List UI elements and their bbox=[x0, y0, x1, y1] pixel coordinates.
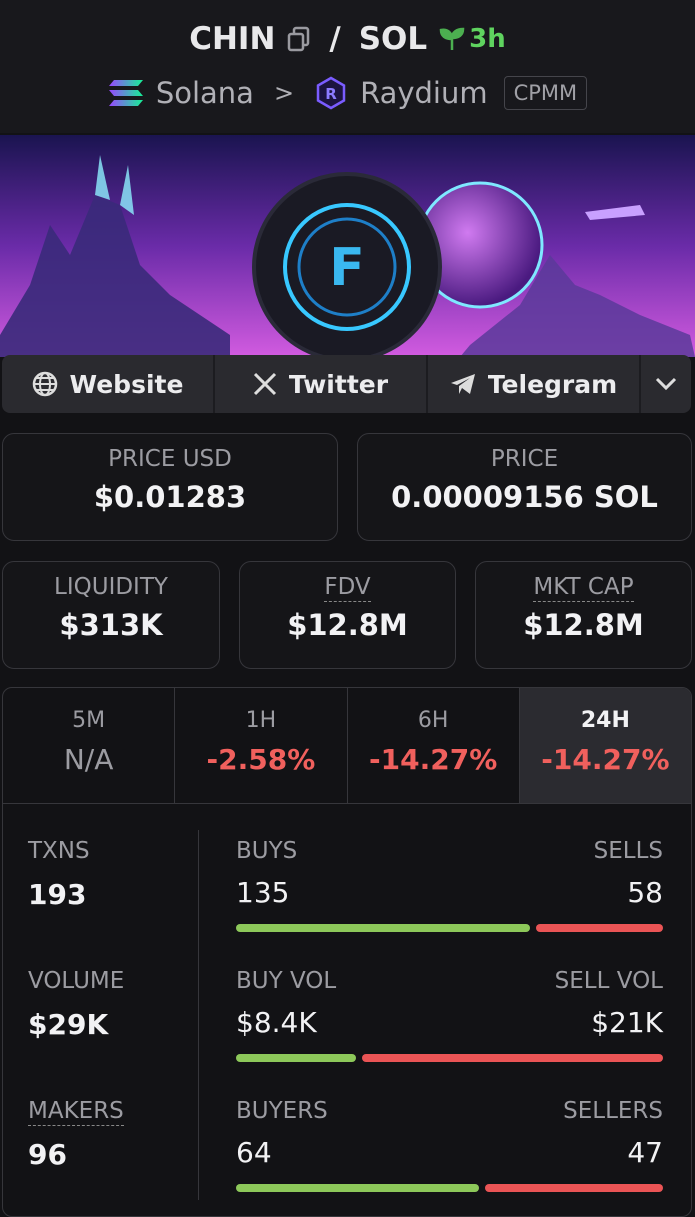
stat-label: TXNS bbox=[28, 838, 90, 864]
sell-bar bbox=[362, 1054, 663, 1062]
stats-divider bbox=[198, 830, 199, 1200]
sell-value: 47 bbox=[627, 1136, 663, 1169]
chevron-down bbox=[655, 377, 677, 391]
timeframe-tabs: 5M N/A 1H -2.58% 6H -14.27% 24H -14.27% bbox=[3, 688, 691, 804]
buy-value: $8.4K bbox=[236, 1006, 317, 1039]
age: 3h bbox=[439, 24, 506, 54]
price-box: PRICE 0.00009156 SOL bbox=[357, 433, 692, 541]
timeframe-change: -2.58% bbox=[206, 743, 316, 776]
buy-bar bbox=[236, 1184, 479, 1192]
buy-value: 64 bbox=[236, 1136, 272, 1169]
sprout-icon bbox=[439, 27, 465, 50]
buy-label: BUYERS bbox=[236, 1098, 328, 1124]
buy-label: BUY VOL bbox=[236, 968, 337, 994]
separator: / bbox=[329, 21, 341, 57]
timeframe-tab[interactable]: 24H -14.27% bbox=[519, 688, 691, 803]
pair-subtitle: Solana > R Raydium CPMM bbox=[0, 70, 695, 116]
sell-value: 58 bbox=[627, 876, 663, 909]
globe-icon bbox=[32, 371, 57, 397]
liquidity-box: LIQUIDITY $313K bbox=[2, 561, 220, 669]
pool-type-badge: CPMM bbox=[503, 76, 588, 110]
stat-total: $29K bbox=[28, 1008, 109, 1041]
mkt-cap-value: $12.8M bbox=[523, 608, 644, 642]
raydium-icon: R bbox=[316, 76, 346, 110]
price-value: 0.00009156 SOL bbox=[391, 480, 658, 514]
timeframe-label: 6H bbox=[417, 708, 449, 733]
mkt-cap-box: MKT CAP $12.8M bbox=[475, 561, 692, 669]
solana-icon bbox=[108, 80, 143, 106]
website-label: Website bbox=[69, 369, 184, 399]
fdv-value: $12.8M bbox=[287, 608, 408, 642]
stat-label-text: MAKERS bbox=[28, 1098, 124, 1126]
chevron: > bbox=[273, 79, 295, 107]
website-button[interactable]: Website bbox=[2, 355, 215, 413]
dex[interactable]: Raydium bbox=[360, 76, 488, 110]
sell-bar bbox=[484, 1184, 663, 1192]
base-token: CHIN bbox=[189, 21, 276, 57]
twitter-button[interactable]: Twitter bbox=[215, 355, 428, 413]
stat-label: MAKERS bbox=[28, 1098, 124, 1126]
fdv-label: FDV bbox=[324, 574, 371, 602]
liquidity-label: LIQUIDITY bbox=[54, 574, 168, 600]
stats-panel: 5M N/A 1H -2.58% 6H -14.27% 24H -14.27% bbox=[2, 687, 692, 1217]
sell-label: SELLS bbox=[593, 838, 663, 864]
price-usd-label: PRICE USD bbox=[108, 446, 232, 472]
timeframe-change: -14.27% bbox=[541, 743, 670, 776]
stat-label-text: TXNS bbox=[28, 838, 90, 864]
banner: F bbox=[0, 135, 695, 357]
copy-icon[interactable] bbox=[287, 26, 311, 52]
fdv-box: FDV $12.8M bbox=[239, 561, 456, 669]
buy-bar bbox=[236, 1054, 357, 1062]
quote-token: SOL bbox=[358, 21, 428, 57]
timeframe-tab[interactable]: 5M N/A bbox=[3, 688, 176, 803]
price-label: PRICE bbox=[490, 446, 559, 472]
stat-total: 96 bbox=[28, 1138, 67, 1171]
header bbox=[0, 0, 695, 133]
buy-bar bbox=[236, 924, 531, 932]
age-text: 3h bbox=[469, 24, 506, 54]
sell-label: SELLERS bbox=[563, 1098, 663, 1124]
svg-text:R: R bbox=[325, 85, 337, 103]
timeframe-tab[interactable]: 6H -14.27% bbox=[348, 688, 520, 803]
buy-value: 135 bbox=[236, 876, 290, 909]
mkt-cap-label: MKT CAP bbox=[533, 574, 634, 602]
x-icon bbox=[253, 372, 276, 396]
chain[interactable]: Solana bbox=[155, 76, 254, 110]
liquidity-value: $313K bbox=[59, 608, 163, 642]
telegram-label: Telegram bbox=[487, 369, 618, 399]
price-usd-box: PRICE USD $0.01283 bbox=[2, 433, 338, 541]
social-links: Website Twitter Telegram bbox=[2, 355, 691, 413]
svg-text:F: F bbox=[329, 238, 365, 298]
sell-value: $21K bbox=[591, 1006, 663, 1039]
pair-title: CHIN / SOL 3h bbox=[0, 16, 695, 62]
telegram-button[interactable]: Telegram bbox=[428, 355, 641, 413]
stat-label-text: VOLUME bbox=[28, 968, 125, 994]
stat-label: VOLUME bbox=[28, 968, 124, 994]
timeframe-change: -14.27% bbox=[369, 743, 498, 776]
timeframe-label: 24H bbox=[580, 708, 630, 733]
sell-bar bbox=[536, 924, 663, 932]
timeframe-label: 1H bbox=[245, 708, 277, 733]
stat-total: 193 bbox=[28, 878, 87, 911]
more-links-button[interactable] bbox=[641, 355, 691, 413]
price-usd-value: $0.01283 bbox=[93, 480, 247, 514]
timeframe-label: 5M bbox=[72, 708, 106, 733]
twitter-label: Twitter bbox=[288, 369, 389, 399]
sell-label: SELL VOL bbox=[554, 968, 663, 994]
buy-label: BUYS bbox=[236, 838, 298, 864]
timeframe-change: N/A bbox=[63, 743, 114, 776]
timeframe-tab[interactable]: 1H -2.58% bbox=[175, 688, 348, 803]
telegram-icon bbox=[450, 374, 475, 394]
